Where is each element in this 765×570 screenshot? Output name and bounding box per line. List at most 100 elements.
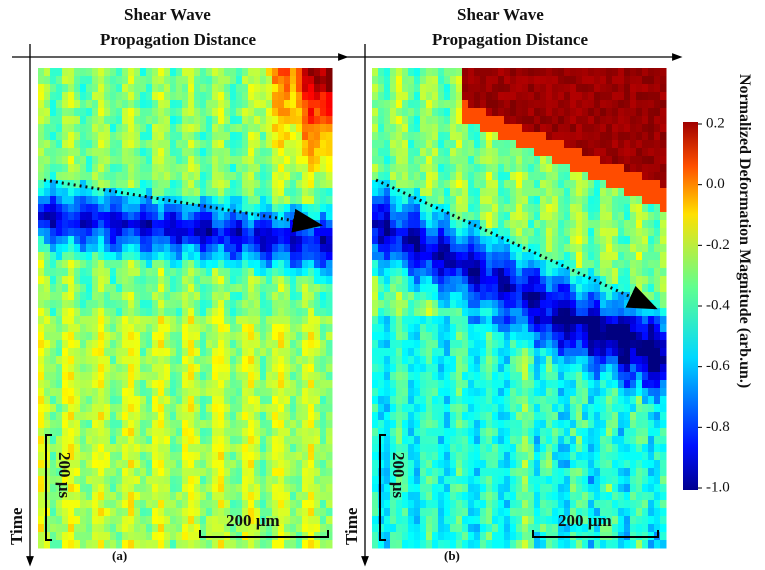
heatmap-cell [498, 348, 505, 357]
heatmap-cell [534, 348, 541, 357]
heatmap-cell [660, 100, 667, 109]
heatmap-cell [576, 372, 583, 381]
heatmap-cell [290, 228, 297, 237]
heatmap-cell [642, 324, 649, 333]
heatmap-cell [104, 460, 111, 469]
heatmap-cell [74, 484, 81, 493]
heatmap-cell [98, 260, 105, 269]
heatmap-cell [390, 276, 397, 285]
heatmap-cell [104, 532, 111, 541]
heatmap-cell [266, 356, 273, 365]
heatmap-cell [74, 452, 81, 461]
heatmap-cell [648, 100, 655, 109]
heatmap-cell [534, 148, 541, 157]
heatmap-cell [188, 84, 195, 93]
heatmap-cell [660, 356, 667, 365]
heatmap-cell [146, 276, 153, 285]
heatmap-cell [164, 324, 171, 333]
heatmap-cell [194, 412, 201, 421]
heatmap-cell [44, 164, 51, 173]
heatmap-cell [320, 388, 327, 397]
heatmap-cell [594, 76, 601, 85]
heatmap-cell [636, 212, 643, 221]
heatmap-cell [474, 292, 481, 301]
heatmap-cell [480, 364, 487, 373]
heatmap-cell [390, 388, 397, 397]
heatmap-cell [56, 436, 63, 445]
heatmap-cell [194, 308, 201, 317]
heatmap-cell [236, 500, 243, 509]
heatmap-cell [122, 308, 129, 317]
heatmap-cell [326, 388, 333, 397]
heatmap-cell [128, 276, 135, 285]
heatmap-cell [74, 460, 81, 469]
heatmap-cell [480, 372, 487, 381]
heatmap-cell [504, 148, 511, 157]
heatmap-cell [188, 484, 195, 493]
heatmap-cell [438, 300, 445, 309]
heatmap-cell [290, 244, 297, 253]
heatmap-cell [56, 228, 63, 237]
heatmap-cell [558, 348, 565, 357]
heatmap-cell [128, 540, 135, 549]
heatmap-cell [206, 484, 213, 493]
heatmap-cell [236, 300, 243, 309]
heatmap-cell [224, 540, 231, 549]
heatmap-cell [450, 284, 457, 293]
heatmap-cell [146, 364, 153, 373]
heatmap-cell [486, 284, 493, 293]
heatmap-cell [414, 396, 421, 405]
heatmap-cell [570, 180, 577, 189]
heatmap-cell [432, 204, 439, 213]
heatmap-cell [86, 76, 93, 85]
heatmap-cell [654, 180, 661, 189]
heatmap-cell [56, 140, 63, 149]
heatmap-cell [236, 260, 243, 269]
heatmap-cell [390, 188, 397, 197]
heatmap-cell [140, 292, 147, 301]
heatmap-cell [546, 84, 553, 93]
heatmap-cell [648, 172, 655, 181]
heatmap-cell [158, 268, 165, 277]
heatmap-cell [104, 300, 111, 309]
heatmap-cell [230, 196, 237, 205]
heatmap-cell [182, 188, 189, 197]
heatmap-cell [378, 76, 385, 85]
heatmap-cell [50, 420, 57, 429]
heatmap-cell [62, 372, 69, 381]
heatmap-cell [62, 204, 69, 213]
heatmap-cell [38, 292, 45, 301]
heatmap-cell [540, 244, 547, 253]
heatmap-cell [68, 444, 75, 453]
heatmap-cell [420, 252, 427, 261]
heatmap-cell [600, 212, 607, 221]
heatmap-cell [170, 420, 177, 429]
heatmap-cell [92, 228, 99, 237]
heatmap-cell [498, 244, 505, 253]
heatmap-cell [218, 420, 225, 429]
heatmap-cell [50, 268, 57, 277]
heatmap-cell [128, 84, 135, 93]
heatmap-cell [50, 292, 57, 301]
heatmap-cell [618, 132, 625, 141]
heatmap-cell [296, 260, 303, 269]
heatmap-cell [642, 372, 649, 381]
heatmap-cell [104, 220, 111, 229]
heatmap-cell [116, 404, 123, 413]
heatmap-cell [128, 444, 135, 453]
heatmap-cell [510, 196, 517, 205]
heatmap-cell [236, 292, 243, 301]
heatmap-cell [570, 68, 577, 77]
heatmap-cell [290, 540, 297, 549]
heatmap-cell [372, 156, 379, 165]
heatmap-cell [408, 220, 415, 229]
heatmap-cell [158, 68, 165, 77]
heatmap-cell [194, 300, 201, 309]
heatmap-cell [278, 228, 285, 237]
heatmap-cell [260, 444, 267, 453]
heatmap-cell [426, 380, 433, 389]
heatmap-cell [284, 108, 291, 117]
heatmap-cell [468, 388, 475, 397]
heatmap-cell [408, 212, 415, 221]
heatmap-cell [62, 316, 69, 325]
